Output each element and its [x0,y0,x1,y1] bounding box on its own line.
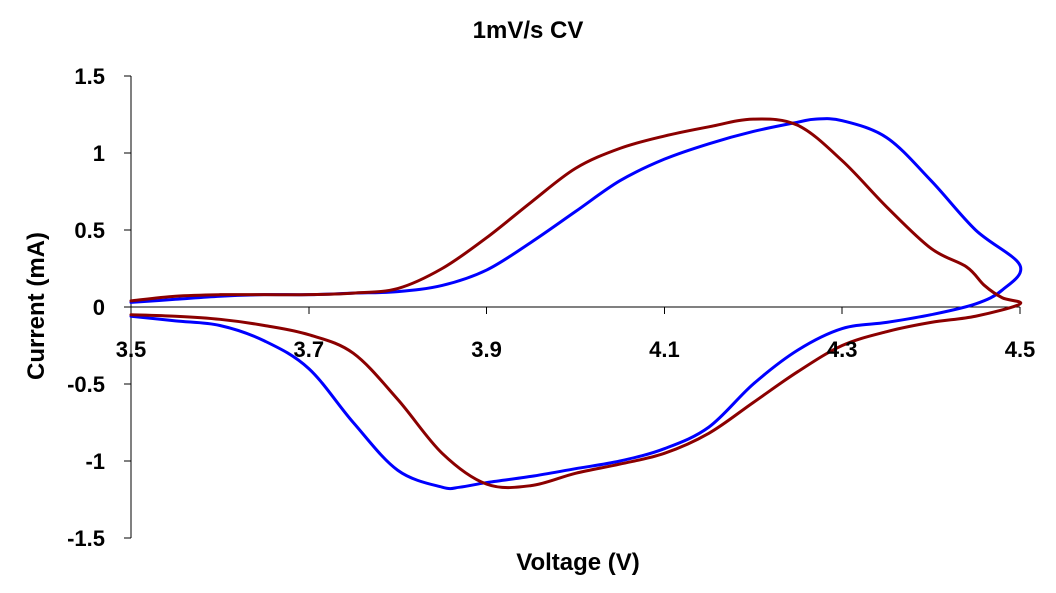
x-tick-label: 4.1 [649,337,680,362]
y-tick-label: -1 [85,449,105,474]
x-tick-label: 3.9 [471,337,502,362]
chart-title: 1mV/s CV [473,17,584,44]
x-tick-label: 3.7 [294,337,325,362]
y-tick-label: -1.5 [67,526,105,551]
y-tick-label: 0.5 [74,218,105,243]
y-tick-label: 1.5 [74,64,105,89]
tick-labels: 1.5 1 0.5 0 -0.5 -1 -1.5 3.5 3.7 3.9 4.1 4.3 4.5 [67,64,1035,551]
x-tick-label: 3.5 [116,337,147,362]
series-group [129,117,1023,491]
y-tick-label: -0.5 [67,372,105,397]
y-tick-label: 1 [93,141,105,166]
series-line-1 [129,117,1023,491]
y-axis-label: Current (mA) [23,232,50,380]
axes [124,75,1021,539]
x-tick-label: 4.3 [827,337,858,362]
x-tick-label: 4.5 [1005,337,1036,362]
series-line-2 [129,117,1023,490]
y-tick-label: 0 [93,295,105,320]
x-axis-label: Voltage (V) [516,549,640,576]
